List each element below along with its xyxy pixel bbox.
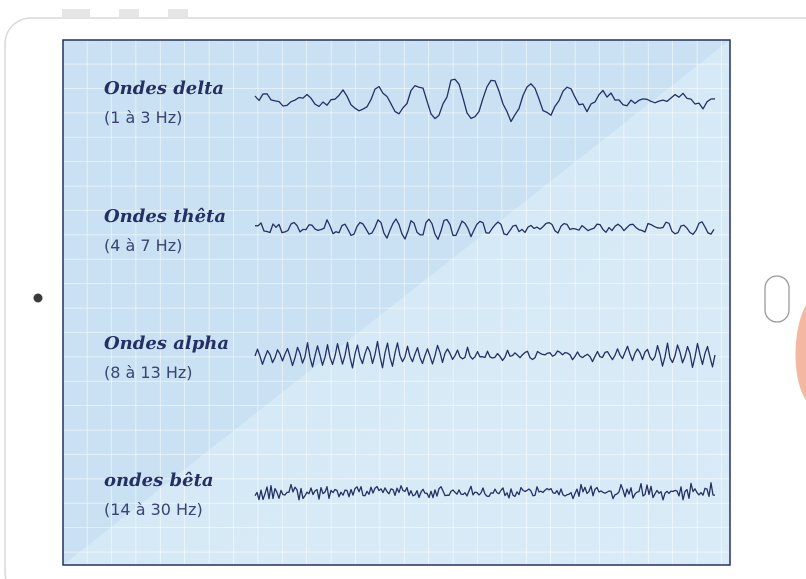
tab-mark [62, 9, 90, 17]
wave-name: ondes bêta [104, 470, 214, 491]
camera [34, 294, 43, 303]
page: Ondes delta (1 à 3 Hz) Ondes thêta (4 à 7 H… [0, 0, 806, 579]
wave-name: Ondes alpha [104, 333, 229, 354]
tab-mark [119, 9, 139, 17]
tab-mark [168, 9, 188, 17]
wave-range: (8 à 13 Hz) [104, 363, 193, 382]
wave-range: (4 à 7 Hz) [104, 236, 182, 255]
wave-name: Ondes thêta [104, 206, 226, 227]
wave-name: Ondes delta [104, 78, 224, 99]
tablet-illustration: Ondes delta (1 à 3 Hz) Ondes thêta (4 à 7 H… [0, 0, 806, 579]
home-button [765, 276, 789, 322]
wave-range: (14 à 30 Hz) [104, 500, 203, 519]
wave-range: (1 à 3 Hz) [104, 108, 182, 127]
